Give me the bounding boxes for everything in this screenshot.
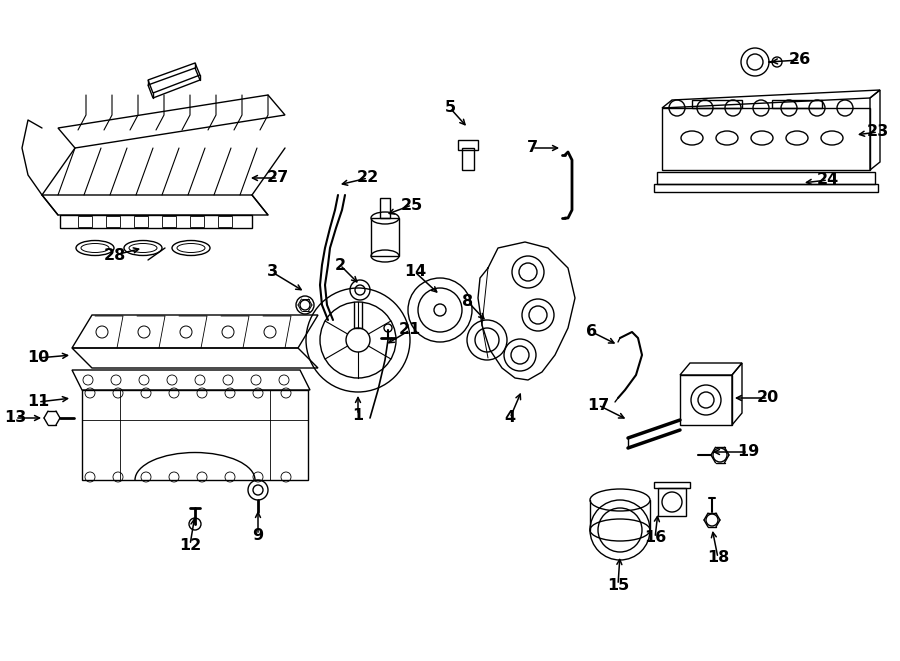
Text: 22: 22 bbox=[357, 171, 379, 186]
Text: 10: 10 bbox=[27, 350, 50, 366]
Text: 23: 23 bbox=[867, 124, 889, 139]
Text: 15: 15 bbox=[607, 578, 629, 592]
Text: 16: 16 bbox=[644, 531, 666, 545]
Text: 20: 20 bbox=[757, 391, 779, 405]
Text: 9: 9 bbox=[252, 527, 264, 543]
Text: 21: 21 bbox=[399, 323, 421, 338]
Text: 11: 11 bbox=[27, 395, 50, 410]
Text: 13: 13 bbox=[4, 410, 26, 426]
Text: 17: 17 bbox=[587, 397, 609, 412]
Text: 25: 25 bbox=[400, 198, 423, 212]
Text: 5: 5 bbox=[445, 100, 455, 116]
Text: 27: 27 bbox=[267, 171, 289, 186]
Text: 6: 6 bbox=[587, 325, 598, 340]
Text: 4: 4 bbox=[504, 410, 516, 426]
Text: 8: 8 bbox=[463, 295, 473, 309]
Text: 28: 28 bbox=[104, 247, 126, 262]
Text: 3: 3 bbox=[266, 264, 277, 280]
Text: 26: 26 bbox=[789, 52, 811, 67]
Text: 2: 2 bbox=[335, 258, 346, 272]
Text: 24: 24 bbox=[817, 173, 839, 188]
Text: 12: 12 bbox=[179, 537, 201, 553]
Text: 7: 7 bbox=[526, 141, 537, 155]
Text: 18: 18 bbox=[706, 551, 729, 566]
Text: 19: 19 bbox=[737, 444, 759, 459]
Text: 1: 1 bbox=[353, 407, 364, 422]
Text: 14: 14 bbox=[404, 264, 426, 280]
